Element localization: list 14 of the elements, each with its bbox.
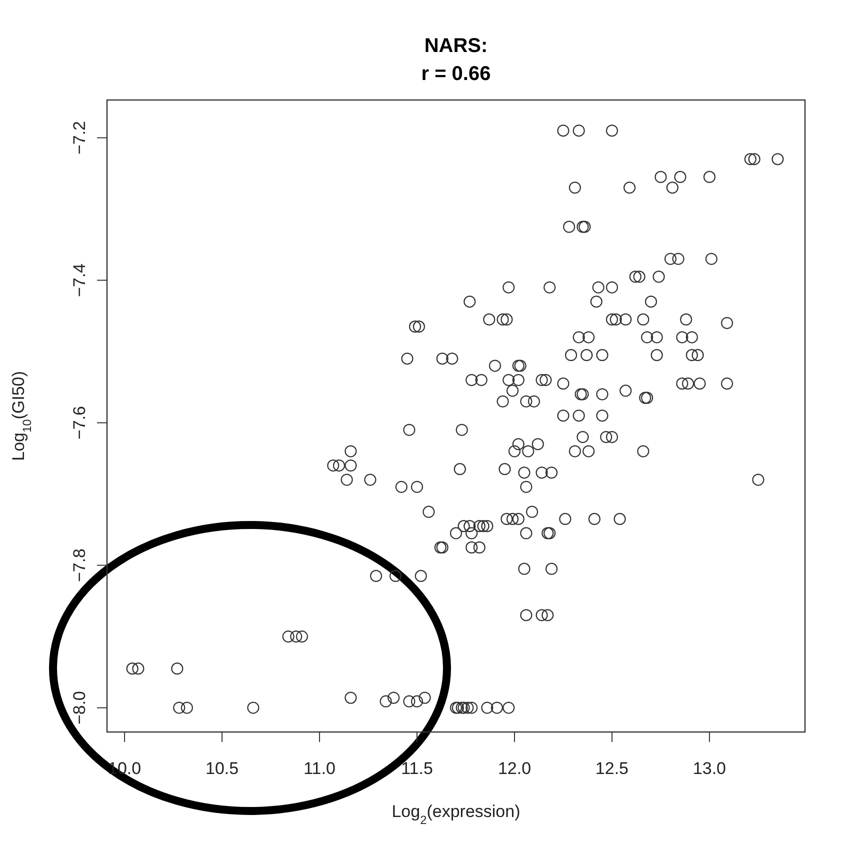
x-tick-label: 13.0 — [692, 759, 726, 778]
x-tick-label: 12.0 — [498, 759, 532, 778]
x-tick-label: 10.5 — [205, 759, 239, 778]
y-tick-label: −7.6 — [70, 406, 89, 440]
chart-title: NARS: — [424, 35, 488, 57]
chart-subtitle: r = 0.66 — [421, 63, 491, 85]
x-tick-label: 11.0 — [304, 759, 336, 778]
y-tick-label: −7.4 — [70, 263, 89, 298]
x-axis-title: Log$_{2}$(expression) — [392, 802, 520, 827]
y-tick-label: −7.8 — [70, 548, 89, 582]
x-tick-label: 12.5 — [595, 759, 629, 778]
x-tick-label: 11.5 — [401, 759, 433, 778]
y-tick-label: −7.2 — [70, 120, 89, 155]
y-tick-label: −8.0 — [70, 690, 89, 725]
